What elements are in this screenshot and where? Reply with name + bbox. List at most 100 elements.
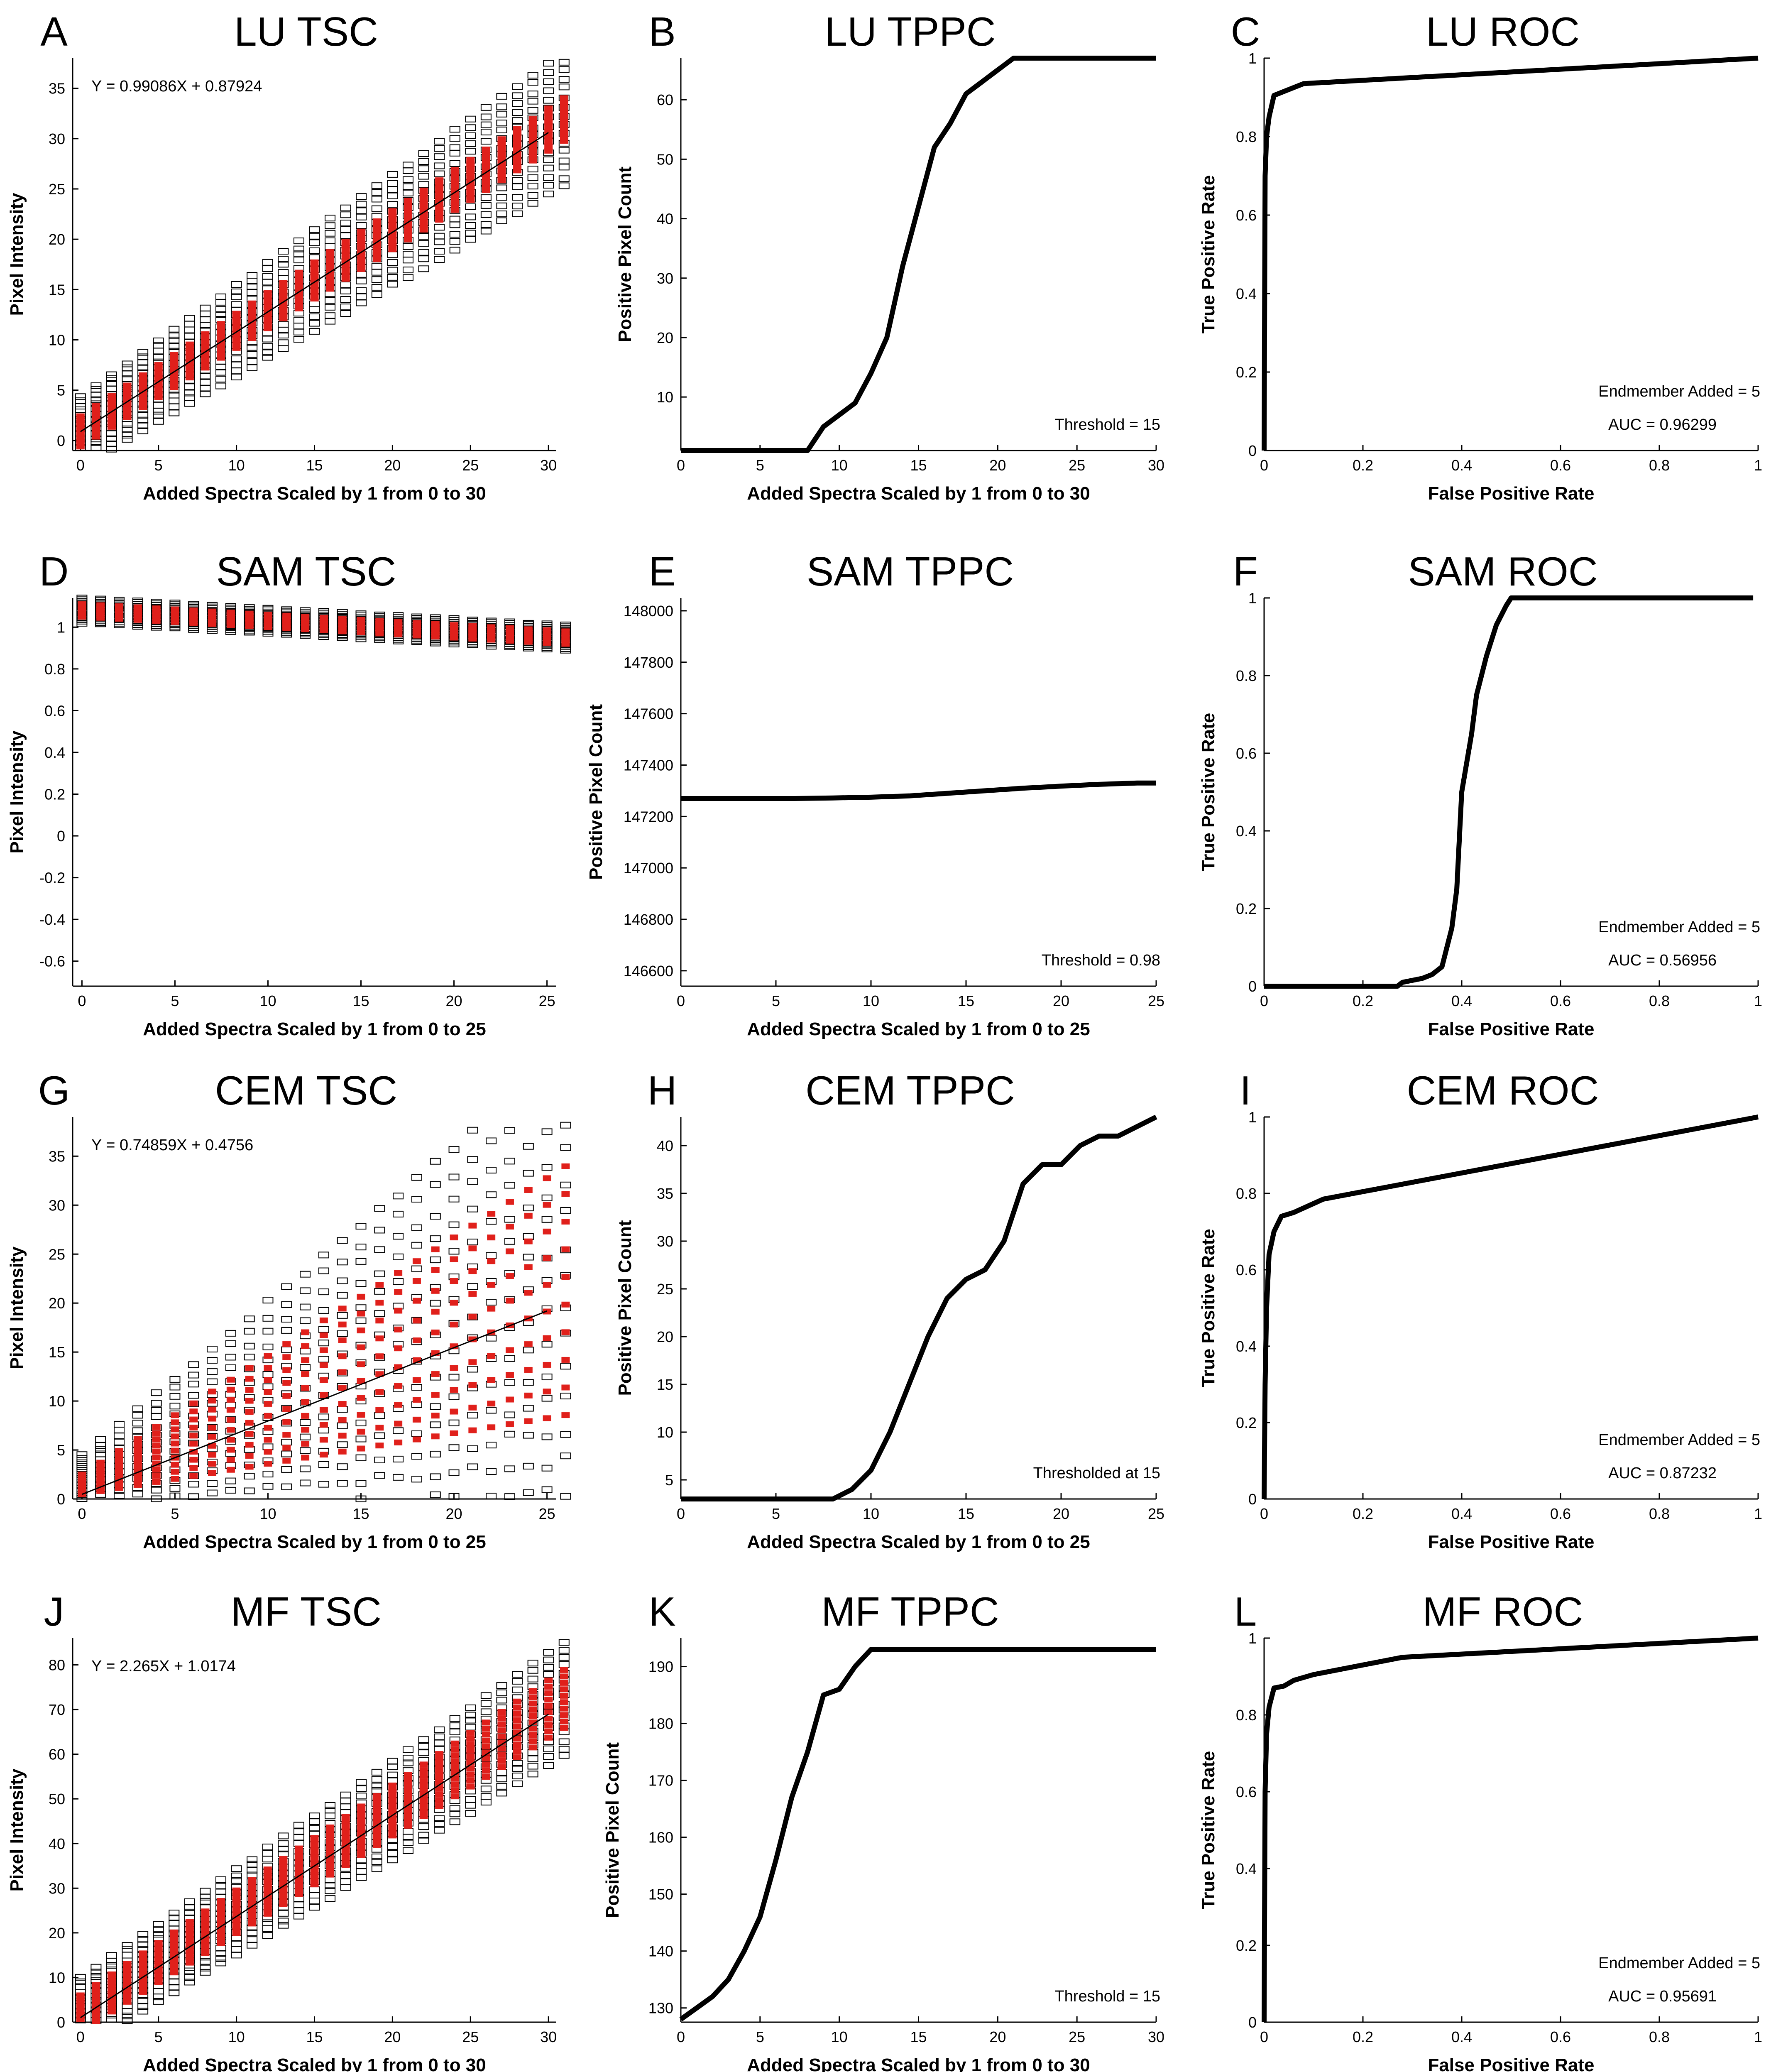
data-point (465, 1810, 476, 1817)
data-point-highlight (301, 1455, 310, 1461)
data-point-highlight (560, 1692, 568, 1699)
data-point (137, 353, 149, 360)
data-point-highlight (468, 1291, 477, 1297)
data-point-highlight (482, 183, 490, 189)
data-point (200, 390, 211, 397)
data-point (467, 1412, 478, 1419)
panel-letter: I (1240, 1068, 1251, 1113)
data-point (504, 1379, 515, 1386)
data-point-highlight (326, 1861, 335, 1867)
data-point-highlight (326, 1840, 335, 1846)
data-point (504, 1158, 515, 1165)
data-point (169, 1384, 181, 1391)
data-point-highlight (92, 1982, 100, 1988)
data-point (122, 375, 133, 382)
data-point-highlight (560, 100, 568, 106)
data-point-highlight (466, 1754, 475, 1760)
data-point-highlight (560, 95, 568, 101)
x-tick-label: 0.4 (1451, 2028, 1472, 2045)
data-point-highlight (310, 1881, 319, 1888)
data-point (95, 1436, 106, 1443)
data-point (512, 1678, 523, 1685)
data-point (356, 299, 367, 306)
data-point (465, 148, 476, 155)
x-tick-label: 0 (1260, 1505, 1268, 1522)
data-point (543, 1671, 554, 1678)
data-point (543, 156, 554, 163)
data-point-highlight (505, 1248, 514, 1254)
data-point (467, 1178, 478, 1185)
y-axis-label: Pixel Intensity (7, 1768, 27, 1891)
data-point-highlight (171, 1462, 179, 1468)
x-axis-label: Added Spectra Scaled by 1 from 0 to 30 (747, 2055, 1090, 2072)
data-point (231, 293, 242, 300)
x-tick-label: 0.6 (1550, 1505, 1571, 1522)
data-point-highlight (152, 1473, 161, 1479)
data-point (325, 297, 336, 304)
data-point (512, 117, 523, 124)
data-point-highlight (419, 1795, 428, 1802)
data-point (486, 1407, 497, 1414)
x-tick-label: 20 (384, 2028, 401, 2045)
data-point-highlight (450, 176, 459, 182)
data-point (262, 1844, 273, 1851)
data-point (448, 1195, 460, 1203)
data-point-highlight (375, 1425, 384, 1431)
data-point (309, 300, 320, 307)
data-point-highlight (226, 1467, 235, 1473)
data-point (184, 1898, 195, 1905)
data-point (153, 418, 164, 425)
data-point-highlight (201, 1913, 210, 1919)
y-tick-label: 5 (57, 382, 65, 399)
data-point-highlight (232, 1925, 241, 1932)
data-point (371, 1776, 382, 1783)
data-point (448, 1419, 460, 1426)
y-tick-label: 0.4 (1236, 1860, 1257, 1877)
data-point (169, 1376, 181, 1383)
y-tick-label: 30 (49, 1880, 65, 1897)
data-point (527, 1667, 538, 1674)
data-point-highlight (232, 1921, 241, 1927)
data-point (169, 343, 180, 350)
data-point (169, 1403, 181, 1410)
data-point-highlight (245, 1409, 254, 1415)
data-point (374, 1288, 385, 1295)
data-point (480, 211, 492, 218)
data-point (200, 1964, 211, 1972)
data-point-highlight (301, 1329, 310, 1335)
data-point-highlight (431, 1246, 440, 1252)
data-point (467, 1156, 478, 1163)
data-point-highlight (185, 1955, 194, 1961)
data-point (325, 318, 336, 325)
x-tick-label: 15 (306, 457, 323, 474)
data-point (325, 1887, 336, 1894)
data-point-highlight (524, 1212, 533, 1219)
data-point-highlight (279, 1866, 288, 1872)
data-point (496, 1682, 507, 1689)
data-point (480, 1692, 492, 1699)
y-axis-label: Positive Pixel Count (615, 1220, 635, 1396)
data-point-highlight (466, 1778, 475, 1784)
y-tick-label: 130 (648, 2000, 673, 2017)
data-point (467, 1463, 478, 1470)
data-point (300, 1317, 311, 1324)
data-point (215, 1888, 227, 1895)
data-point-highlight (450, 207, 459, 213)
data-point (496, 103, 507, 110)
data-point (496, 202, 507, 209)
data-point-highlight (394, 1383, 403, 1389)
data-point (309, 247, 320, 254)
data-point-highlight (435, 212, 444, 218)
data-point (527, 72, 538, 79)
data-point (504, 1355, 515, 1362)
annotation-auc: AUC = 0.56956 (1608, 952, 1717, 969)
x-tick-label: 0.2 (1353, 992, 1373, 1009)
data-point (215, 306, 227, 313)
data-point (244, 1342, 255, 1349)
data-point (262, 259, 273, 266)
data-point (558, 1654, 570, 1661)
data-point (309, 226, 320, 233)
data-point-highlight (115, 603, 124, 610)
data-point-highlight (419, 1767, 428, 1773)
data-point-highlight (226, 1457, 235, 1463)
